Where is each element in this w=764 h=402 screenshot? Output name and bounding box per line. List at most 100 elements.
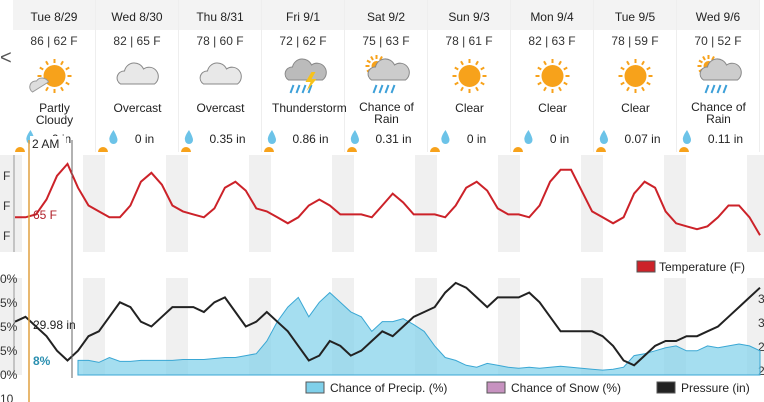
sunrise-icon <box>347 147 357 152</box>
day-name: Wed 9/6 <box>677 0 759 30</box>
drop-icon <box>109 130 118 144</box>
y-tick-label: F <box>3 229 10 243</box>
night-band <box>0 155 22 252</box>
day-column: Fri 9/1 72 | 62 F Thunderstorm 0.86 in <box>262 0 347 152</box>
night-band <box>498 278 520 375</box>
day-precip: 0.07 in <box>624 132 661 146</box>
sun <box>43 65 66 87</box>
cloud <box>116 62 159 85</box>
sun-ray <box>65 66 70 71</box>
day-name: Fri 9/1 <box>262 0 344 30</box>
night-band <box>332 155 354 252</box>
sun-ray <box>646 66 651 71</box>
cloud <box>699 58 742 81</box>
day-precip: 0.31 in <box>375 132 412 146</box>
rain <box>307 84 313 94</box>
y-tick-label: 5% <box>0 296 18 310</box>
day-name: Thu 8/31 <box>179 0 261 30</box>
rain <box>704 84 710 94</box>
day-precip: 0.86 in <box>292 132 329 146</box>
cursor-precip: 8% <box>33 354 51 368</box>
sun-ray <box>698 59 703 64</box>
day-column: Tue 9/5 78 | 59 F Clear 0.07 in <box>594 0 677 152</box>
temperature-line <box>15 162 761 236</box>
sun-ray <box>366 59 371 64</box>
sun-ray <box>45 60 49 66</box>
bolt <box>305 72 317 91</box>
sun <box>458 65 481 87</box>
legend-swatch <box>305 381 325 394</box>
rain <box>378 84 384 94</box>
sun-ray <box>480 66 485 71</box>
sunrise-icon <box>596 147 606 152</box>
day-temps: 78 | 61 F <box>445 34 493 48</box>
day-name: Sun 9/3 <box>428 0 510 30</box>
sunrise-icon <box>679 147 689 152</box>
sunrise-icon <box>15 147 25 152</box>
cursor-pressure: 29.98 in <box>33 318 76 332</box>
sunrise-icon <box>98 147 108 152</box>
sun-ray <box>626 86 630 92</box>
cloud <box>29 77 50 93</box>
rain <box>301 84 307 94</box>
rain <box>295 84 301 94</box>
night-band <box>249 155 271 252</box>
sunrise-icon <box>181 147 191 152</box>
cloud <box>284 58 327 81</box>
day-column: Sun 9/3 78 | 61 F Clear 0 in <box>428 0 511 152</box>
legend-label: Chance of Precip. (%) <box>330 381 447 395</box>
bottom-label: 10 <box>0 392 14 402</box>
sun-ray <box>60 60 64 66</box>
rain <box>710 84 716 94</box>
sun-ray <box>543 60 547 66</box>
day-column: Thu 8/31 78 | 60 F Overcast 0.35 in <box>179 0 262 152</box>
sun-ray <box>620 66 625 71</box>
rain <box>372 84 378 94</box>
sun-ray <box>537 66 542 71</box>
y2-tick-label: 3 <box>758 316 764 330</box>
y2-tick-label: 3 <box>758 292 764 306</box>
sun-ray <box>475 86 479 92</box>
day-temps: 86 | 62 F <box>30 34 78 48</box>
rain <box>289 84 295 94</box>
sun-ray <box>558 86 562 92</box>
y2-tick-label: 2 <box>758 364 764 378</box>
rain <box>384 84 390 94</box>
legend-label: Pressure (in) <box>681 381 750 395</box>
night-band <box>747 155 764 252</box>
y2-tick-label: 2 <box>758 340 764 354</box>
y-tick-label: 0% <box>0 272 18 286</box>
day-name: Mon 9/4 <box>511 0 593 30</box>
day-temps: 78 | 60 F <box>196 34 244 48</box>
day-name: Sat 9/2 <box>345 0 427 30</box>
legend-swatch <box>636 260 656 273</box>
night-band <box>166 155 188 252</box>
cursor-time: 2 AM <box>32 137 59 151</box>
sun <box>624 65 647 87</box>
sun-ray <box>480 81 485 86</box>
night-band <box>0 278 22 375</box>
y-tick-label: F <box>3 169 10 183</box>
day-precip: 0 in <box>134 132 155 146</box>
rain <box>722 84 728 94</box>
sun-ray <box>45 86 49 92</box>
cloud <box>199 62 242 85</box>
rain <box>390 84 396 94</box>
day-temps: 70 | 52 F <box>694 34 742 48</box>
y-tick-label: F <box>3 199 10 213</box>
day-name: Tue 9/5 <box>594 0 676 30</box>
y-tick-label: 5% <box>0 320 18 334</box>
sun-ray <box>702 55 706 61</box>
night-band <box>83 278 105 375</box>
day-temps: 82 | 63 F <box>528 34 576 48</box>
sun-ray <box>475 60 479 66</box>
sun-ray <box>454 66 459 71</box>
pressure-line <box>14 281 761 367</box>
day-column: Sat 9/2 75 | 63 F Chance of Rain 0.31 in <box>345 0 428 152</box>
day-precip: 0 in <box>466 132 487 146</box>
sun-ray <box>620 81 625 86</box>
prev-button[interactable]: < <box>0 47 12 69</box>
day-temps: 72 | 62 F <box>279 34 327 48</box>
